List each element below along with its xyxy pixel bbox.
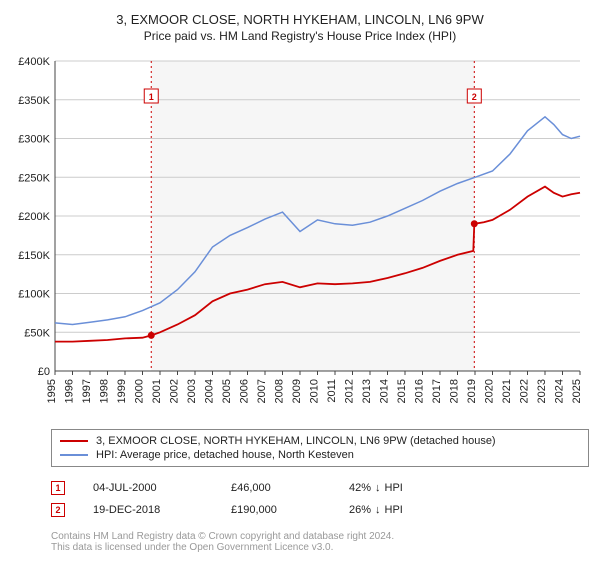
sale-marker-icon: 2 — [51, 503, 65, 517]
footer-line: Contains HM Land Registry data © Crown c… — [51, 531, 590, 542]
svg-text:2004: 2004 — [204, 379, 216, 403]
svg-text:2006: 2006 — [239, 379, 251, 403]
chart-container: £0 £50K £100K £150K £200K £250K £300K £350K £400… — [10, 51, 590, 421]
svg-text:£300K: £300K — [18, 134, 50, 146]
legend-label: HPI: Average price, detached house, Nort… — [96, 449, 354, 461]
svg-text:2012: 2012 — [344, 379, 356, 403]
sales-list: 1 04-JUL-2000 £46,000 42% ↓ HPI 2 19-DEC… — [51, 477, 590, 521]
arrow-down-icon: ↓ — [375, 504, 381, 516]
svg-text:1995: 1995 — [46, 379, 58, 403]
svg-text:2018: 2018 — [449, 379, 461, 403]
sale-price: £190,000 — [231, 504, 321, 516]
svg-text:2010: 2010 — [309, 379, 321, 403]
svg-text:1999: 1999 — [116, 379, 128, 403]
svg-text:2016: 2016 — [414, 379, 426, 403]
svg-text:2025: 2025 — [571, 379, 583, 403]
svg-text:2003: 2003 — [186, 379, 198, 403]
svg-text:2021: 2021 — [501, 379, 513, 403]
svg-text:£400K: £400K — [18, 56, 50, 68]
sale-date: 04-JUL-2000 — [93, 482, 203, 494]
svg-text:2: 2 — [472, 92, 477, 102]
svg-text:£350K: £350K — [18, 95, 50, 107]
footer-note: Contains HM Land Registry data © Crown c… — [51, 531, 590, 553]
svg-text:£100K: £100K — [18, 289, 50, 301]
line-chart: £0 £50K £100K £150K £200K £250K £300K £350K £400… — [10, 51, 590, 421]
svg-text:2008: 2008 — [274, 379, 286, 403]
legend-label: 3, EXMOOR CLOSE, NORTH HYKEHAM, LINCOLN,… — [96, 435, 496, 447]
sale-row: 1 04-JUL-2000 £46,000 42% ↓ HPI — [51, 477, 590, 499]
svg-text:£50K: £50K — [24, 327, 50, 339]
sale-row: 2 19-DEC-2018 £190,000 26% ↓ HPI — [51, 499, 590, 521]
legend-swatch — [60, 440, 88, 442]
svg-text:1: 1 — [149, 92, 154, 102]
svg-text:2001: 2001 — [151, 379, 163, 403]
svg-text:2019: 2019 — [466, 379, 478, 403]
svg-text:1998: 1998 — [99, 379, 111, 403]
svg-text:2015: 2015 — [396, 379, 408, 403]
footer-line: This data is licensed under the Open Gov… — [51, 542, 590, 553]
sale-diff: 26% ↓ HPI — [349, 504, 403, 516]
sale-diff-pct: 42% — [349, 482, 371, 494]
sale-diff: 42% ↓ HPI — [349, 482, 403, 494]
sale-diff-suffix: HPI — [385, 482, 403, 494]
svg-text:2017: 2017 — [431, 379, 443, 403]
svg-text:2013: 2013 — [361, 379, 373, 403]
svg-text:2011: 2011 — [326, 379, 338, 403]
svg-text:1997: 1997 — [81, 379, 93, 403]
svg-text:1996: 1996 — [64, 379, 76, 403]
sale-price: £46,000 — [231, 482, 321, 494]
arrow-down-icon: ↓ — [375, 482, 381, 494]
svg-text:2007: 2007 — [256, 379, 268, 403]
sale-diff-pct: 26% — [349, 504, 371, 516]
legend: 3, EXMOOR CLOSE, NORTH HYKEHAM, LINCOLN,… — [51, 429, 589, 467]
svg-text:£250K: £250K — [18, 172, 50, 184]
sale-date: 19-DEC-2018 — [93, 504, 203, 516]
svg-text:2023: 2023 — [536, 379, 548, 403]
page-title: 3, EXMOOR CLOSE, NORTH HYKEHAM, LINCOLN,… — [10, 12, 590, 27]
svg-text:2014: 2014 — [379, 379, 391, 403]
sale-marker-icon: 1 — [51, 481, 65, 495]
svg-text:£150K: £150K — [18, 250, 50, 262]
svg-text:2020: 2020 — [484, 379, 496, 403]
svg-text:2009: 2009 — [291, 379, 303, 403]
legend-item: 3, EXMOOR CLOSE, NORTH HYKEHAM, LINCOLN,… — [60, 434, 580, 448]
svg-text:2024: 2024 — [554, 379, 566, 403]
sale-diff-suffix: HPI — [385, 504, 403, 516]
svg-text:2002: 2002 — [169, 379, 181, 403]
legend-swatch — [60, 454, 88, 456]
svg-text:2000: 2000 — [134, 379, 146, 403]
page-subtitle: Price paid vs. HM Land Registry's House … — [10, 29, 590, 43]
legend-item: HPI: Average price, detached house, Nort… — [60, 448, 580, 462]
svg-text:£0: £0 — [38, 366, 50, 378]
svg-text:£200K: £200K — [18, 211, 50, 223]
svg-text:2022: 2022 — [519, 379, 531, 403]
svg-text:2005: 2005 — [221, 379, 233, 403]
